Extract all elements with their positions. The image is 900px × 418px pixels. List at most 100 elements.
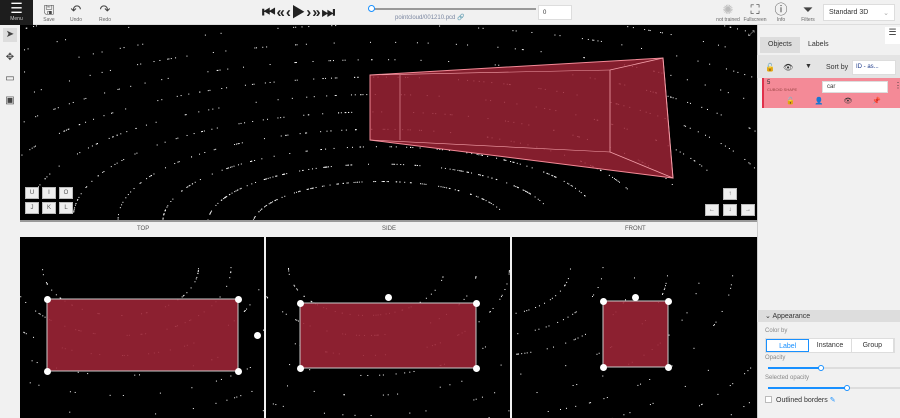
side-view[interactable]: [266, 237, 510, 418]
prev-step-button[interactable]: «: [276, 4, 286, 21]
cuboid-side[interactable]: [299, 302, 477, 369]
point: [186, 55, 188, 57]
point: [69, 391, 71, 393]
resize-handle[interactable]: [664, 297, 672, 305]
first-frame-button[interactable]: ⏮: [262, 4, 277, 21]
point: [21, 154, 23, 156]
point: [269, 64, 271, 66]
arrow-right-key[interactable]: →: [741, 204, 755, 216]
undo-button[interactable]: ↶ Undo: [63, 2, 89, 23]
key-j[interactable]: J: [25, 202, 39, 214]
point: [150, 174, 152, 176]
info-button[interactable]: ⓘ Info: [768, 2, 794, 23]
frame-slider-handle[interactable]: [368, 5, 375, 12]
appearance-header[interactable]: ⌄ Appearance: [757, 310, 900, 322]
caret-down-icon[interactable]: ▼: [805, 63, 812, 70]
next-frame-button[interactable]: ›: [306, 4, 313, 21]
frame-number-input[interactable]: 0: [538, 5, 572, 20]
group-icon[interactable]: ▣: [5, 95, 15, 106]
next-step-button[interactable]: »: [312, 4, 322, 21]
play-button[interactable]: ▶: [291, 4, 307, 21]
more-icon[interactable]: ⋮: [894, 81, 900, 90]
last-frame-button[interactable]: ⏭: [321, 4, 337, 21]
resize-handle[interactable]: [253, 331, 261, 339]
workspace-select[interactable]: Standard 3D ⌄: [823, 4, 895, 21]
draw-cuboid-icon[interactable]: ▭: [5, 73, 15, 84]
point: [557, 321, 559, 323]
fullscreen-button[interactable]: ⛶ Fullscreen: [743, 2, 767, 23]
menu-button[interactable]: ☰ Menu: [0, 0, 33, 25]
cuboid-front[interactable]: [602, 300, 669, 368]
resize-handle[interactable]: [234, 295, 242, 303]
cuboid-perspective[interactable]: [369, 57, 674, 179]
object-label-select[interactable]: car: [822, 81, 888, 93]
resize-handle[interactable]: [664, 363, 672, 371]
opacity-slider[interactable]: [768, 365, 900, 371]
save-button[interactable]: 🖫 Save: [36, 2, 62, 23]
resize-handle[interactable]: [599, 363, 607, 371]
perspective-view[interactable]: ⤢: [20, 25, 757, 220]
arrow-left-key[interactable]: ←: [705, 204, 719, 216]
resize-handle[interactable]: [296, 364, 304, 372]
key-u[interactable]: U: [25, 187, 39, 199]
visibility-icon[interactable]: 👁: [843, 98, 853, 105]
point: [24, 49, 26, 51]
expand-icon[interactable]: ⤢: [747, 29, 754, 38]
color-by-label-option[interactable]: Label: [766, 339, 810, 352]
sort-select[interactable]: ID - as...: [852, 60, 896, 75]
link-icon[interactable]: 🔗: [457, 15, 465, 21]
point: [670, 96, 672, 98]
pin-icon[interactable]: 📌: [872, 98, 882, 105]
key-i[interactable]: I: [42, 187, 56, 199]
color-by-instance-option[interactable]: Instance: [809, 339, 852, 352]
resize-handle[interactable]: [472, 299, 480, 307]
eye-icon[interactable]: 👁: [783, 63, 794, 72]
point: [531, 167, 533, 169]
view-divider[interactable]: [20, 220, 757, 222]
point: [452, 169, 454, 171]
resize-handle[interactable]: [631, 293, 639, 301]
resize-handle[interactable]: [384, 293, 392, 301]
front-view[interactable]: [512, 237, 757, 418]
arrow-down-key[interactable]: ↓: [723, 204, 737, 216]
resize-handle[interactable]: [296, 299, 304, 307]
resize-handle[interactable]: [43, 367, 51, 375]
prev-frame-button[interactable]: ‹: [285, 4, 292, 21]
filters-button[interactable]: ⏷ Filters: [795, 2, 821, 23]
color-picker-icon[interactable]: ✎: [829, 397, 836, 404]
point: [466, 171, 468, 173]
point: [224, 196, 226, 198]
collapse-sidebar-icon[interactable]: ☰: [885, 27, 900, 44]
key-k[interactable]: K: [42, 202, 56, 214]
point: [282, 174, 284, 176]
object-item[interactable]: 5 CUBOID SHAPE car ⋮ 🔓 👤 👁 📌: [762, 78, 900, 108]
selected-opacity-slider[interactable]: [768, 385, 900, 391]
lock-all-icon[interactable]: 🔓: [765, 63, 775, 72]
color-by-group-option[interactable]: Group: [852, 339, 894, 352]
arrow-up-key[interactable]: ↑: [723, 188, 737, 200]
key-l[interactable]: L: [59, 202, 73, 214]
cuboid-top[interactable]: [46, 298, 239, 372]
tab-objects[interactable]: Objects: [760, 37, 800, 53]
resize-handle[interactable]: [43, 295, 51, 303]
occluded-icon[interactable]: 👤: [814, 98, 824, 105]
resize-handle[interactable]: [472, 364, 480, 372]
opacity-slider-handle[interactable]: [817, 365, 824, 371]
frame-slider[interactable]: [368, 5, 536, 12]
point: [24, 71, 26, 73]
redo-button[interactable]: ↷ Redo: [92, 2, 118, 23]
front-view-title: FRONT: [625, 226, 646, 232]
not-trained-button[interactable]: ✺ not trained: [716, 2, 740, 23]
key-o[interactable]: O: [59, 187, 73, 199]
tab-labels[interactable]: Labels: [808, 41, 829, 48]
cursor-icon[interactable]: ➤: [3, 28, 17, 42]
point: [68, 103, 70, 105]
move-icon[interactable]: ✥: [5, 52, 15, 63]
outlined-borders-checkbox[interactable]: [765, 396, 772, 403]
point: [459, 170, 461, 172]
resize-handle[interactable]: [234, 367, 242, 375]
lock-icon[interactable]: 🔓: [786, 98, 795, 105]
top-view[interactable]: [20, 237, 264, 418]
selected-opacity-slider-handle[interactable]: [844, 385, 851, 391]
resize-handle[interactable]: [599, 297, 607, 305]
